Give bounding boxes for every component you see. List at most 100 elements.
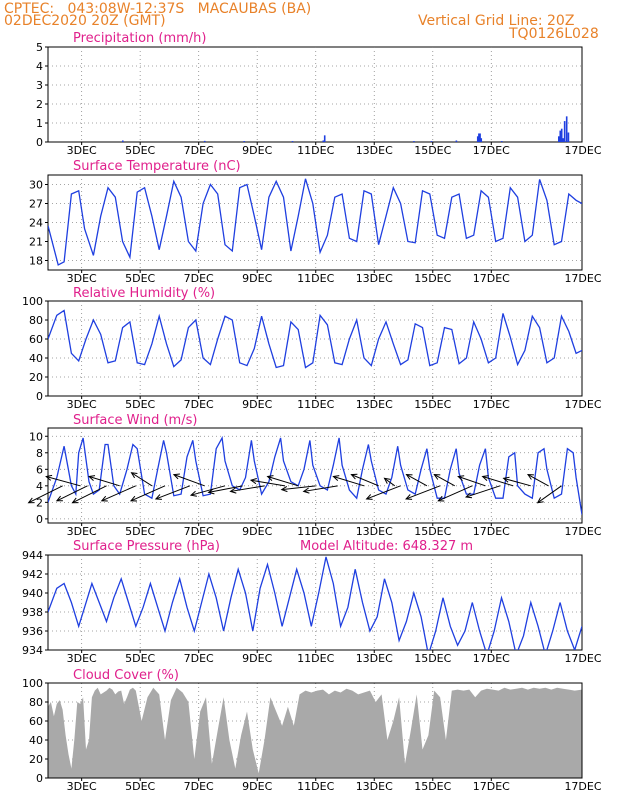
wind-arrow-head	[405, 474, 413, 480]
x-tick-label: 7DEC	[184, 144, 214, 157]
x-tick-label: 5DEC	[125, 525, 155, 538]
wind-arrow	[88, 475, 120, 487]
cloud-cover-area	[48, 687, 582, 778]
precip-bar	[122, 140, 124, 142]
wind-arrow	[406, 474, 428, 487]
precip-bar	[430, 141, 433, 142]
y-tick-label: 2	[36, 496, 43, 509]
y-tick-label: 942	[22, 568, 43, 581]
x-tick-label: 9DEC	[242, 525, 272, 538]
wind-arrow	[101, 485, 136, 502]
wind-arrow-head	[172, 473, 180, 480]
x-tick-label: 9DEC	[242, 144, 272, 157]
y-tick-label: 0	[36, 136, 43, 149]
panel-frame	[47, 46, 583, 143]
x-tick-label: 5DEC	[125, 652, 155, 665]
wind-arrow	[190, 485, 226, 496]
header-grid-line-note: Vertical Grid Line: 20Z	[418, 13, 575, 29]
wind-arrow-head	[350, 473, 358, 480]
y-tick-label: 4	[36, 480, 43, 493]
y-tick-label: 940	[22, 587, 43, 600]
wind-arrow	[482, 475, 514, 487]
x-tick-label: 17DEC	[564, 144, 601, 157]
y-tick-label: 4	[36, 60, 43, 73]
precip-bar	[291, 141, 294, 142]
x-tick-label: 5DEC	[125, 780, 155, 793]
x-tick-label: 15DEC	[414, 525, 451, 538]
wind-arrow	[303, 485, 338, 492]
panel-3: 3DEC 5DEC 7DEC 9DEC 11DEC 13DEC 15DEC 17DEC 17DE…	[22, 286, 602, 411]
y-tick-label: 60	[29, 333, 43, 346]
y-tick-label: 21	[29, 236, 43, 249]
wind-arrow	[281, 485, 316, 491]
y-tick-label: 936	[22, 625, 43, 638]
wind-arrow-head	[266, 475, 274, 481]
panel-5: 3DEC 5DEC 7DEC 9DEC 11DEC 13DEC 15DEC 17DEC 17DE…	[22, 539, 602, 665]
wind-arrow	[405, 485, 441, 500]
x-tick-label: 3DEC	[67, 398, 97, 411]
x-tick-label: 3DEC	[67, 525, 97, 538]
y-tick-label: 8	[36, 447, 43, 460]
y-tick-label: 0	[36, 513, 43, 526]
panel-title: Surface Pressure (hPa)	[73, 539, 220, 554]
x-tick-label: 15DEC	[414, 272, 451, 285]
wind-arrow-head	[154, 494, 162, 500]
panel-2: 3DEC 5DEC 7DEC 9DEC 11DEC 13DEC 15DEC 17DEC 17DE…	[29, 159, 602, 285]
y-tick-label: 2	[36, 98, 43, 111]
y-tick-label: 30	[29, 179, 43, 192]
wind-arrow-head	[100, 495, 108, 502]
wind-arrow-head	[465, 492, 473, 499]
y-tick-label: 10	[29, 430, 43, 443]
wind-arrow	[351, 474, 379, 487]
y-tick-label: 20	[29, 753, 43, 766]
series-line	[48, 309, 582, 369]
panel-title: Precipitation (mm/h)	[73, 31, 206, 46]
y-tick-label: 934	[22, 644, 43, 657]
wind-arrow	[72, 485, 107, 504]
wind-arrow-head	[365, 494, 373, 500]
wind-arrow-head	[207, 488, 215, 495]
precip-bar	[500, 141, 503, 142]
wind-arrow-head	[481, 475, 489, 481]
x-tick-label: 15DEC	[414, 398, 451, 411]
wind-arrow	[527, 474, 549, 487]
y-tick-label: 1	[36, 117, 43, 130]
wind-arrow	[384, 477, 396, 487]
precip-bar	[476, 136, 479, 142]
header-station-line: CPTEC: 043:08W-12:37S MACAUBAS (BA)	[4, 1, 312, 17]
precip-bar	[322, 140, 325, 142]
wind-arrow	[46, 475, 81, 487]
x-tick-label: 17DEC	[473, 652, 510, 665]
y-tick-label: 0	[36, 772, 43, 785]
panel-frame	[47, 427, 583, 524]
y-tick-label: 40	[29, 352, 43, 365]
precip-bar	[243, 141, 246, 142]
x-tick-label: 17DEC	[473, 272, 510, 285]
wind-arrow-head	[129, 495, 138, 502]
panel-title: Cloud Cover (%)	[73, 668, 179, 683]
wind-arrow-head	[527, 474, 534, 480]
wind-arrow	[56, 485, 88, 502]
wind-arrow-head	[405, 494, 413, 500]
y-tick-label: 100	[22, 295, 43, 308]
precip-bar	[413, 141, 415, 142]
wind-arrow-head	[45, 474, 53, 481]
precip-bar	[480, 138, 483, 142]
x-tick-label: 9DEC	[242, 780, 272, 793]
x-tick-label: 11DEC	[297, 780, 334, 793]
y-tick-label: 40	[29, 734, 43, 747]
wind-arrow-head	[189, 490, 197, 497]
panel-4: 3DEC 5DEC 7DEC 9DEC 11DEC 13DEC 15DEC 17DEC 17DE…	[27, 413, 602, 538]
wind-arrow	[458, 476, 486, 487]
wind-arrow-head	[383, 477, 391, 484]
y-tick-label: 60	[29, 715, 43, 728]
x-tick-label: 7DEC	[184, 525, 214, 538]
wind-arrow	[465, 485, 501, 498]
panel-title: Surface Wind (m/s)	[73, 413, 197, 428]
x-tick-label: 17DEC	[564, 398, 601, 411]
x-tick-label: 17DEC	[564, 272, 601, 285]
panel-1: 3DEC 5DEC 7DEC 9DEC 11DEC 13DEC 15DEC 17DEC 17DE…	[36, 31, 602, 157]
series-line	[48, 556, 582, 650]
wind-arrow	[250, 479, 286, 487]
x-tick-label: 7DEC	[184, 780, 214, 793]
